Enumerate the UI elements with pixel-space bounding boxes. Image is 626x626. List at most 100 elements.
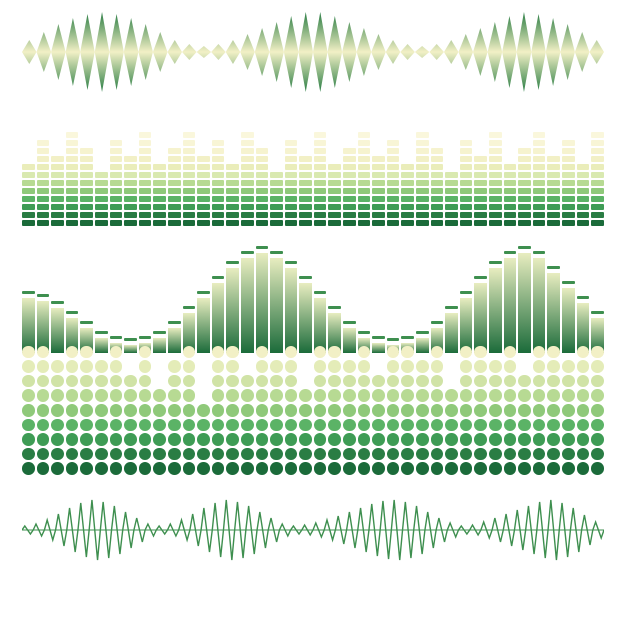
eq-cell xyxy=(226,212,239,218)
dot-cell xyxy=(95,404,108,417)
eq-cell xyxy=(518,220,531,226)
dot-column xyxy=(445,389,458,475)
eq-cell xyxy=(314,172,327,178)
bar xyxy=(124,345,137,353)
dot-cell xyxy=(358,448,371,461)
eq-cell xyxy=(504,220,517,226)
eq-cell xyxy=(372,172,385,178)
eq-cell xyxy=(299,220,312,226)
eq-column xyxy=(358,132,371,226)
dot-cell xyxy=(445,433,458,446)
bar-cap xyxy=(431,321,444,324)
eq-cell xyxy=(197,188,210,194)
dot-cell xyxy=(299,462,312,475)
dot-cell xyxy=(518,375,531,388)
dot-cell xyxy=(460,448,473,461)
dot-cell xyxy=(562,433,575,446)
dot-cell xyxy=(153,448,166,461)
eq-cell xyxy=(22,204,35,210)
dot-cell xyxy=(168,419,181,432)
dot-cell xyxy=(314,404,327,417)
bar xyxy=(241,258,254,353)
eq-cell xyxy=(110,188,123,194)
dot-cell xyxy=(431,448,444,461)
eq-cell xyxy=(168,188,181,194)
dot-cell xyxy=(212,419,225,432)
eq-cell xyxy=(401,204,414,210)
dot-cell xyxy=(241,462,254,475)
eq-cell xyxy=(241,156,254,162)
eq-cell xyxy=(270,172,283,178)
dot-cell xyxy=(168,462,181,475)
dot-cell xyxy=(328,419,341,432)
eq-cell xyxy=(314,156,327,162)
eq-cell xyxy=(533,196,546,202)
eq-cell xyxy=(256,212,269,218)
eq-cell xyxy=(489,164,502,170)
eq-cell xyxy=(37,212,50,218)
eq-cell xyxy=(168,220,181,226)
eq-cell xyxy=(153,188,166,194)
eq-cell xyxy=(153,196,166,202)
eq-cell xyxy=(416,204,429,210)
eq-column xyxy=(270,172,283,226)
dot-cell xyxy=(95,419,108,432)
dot-cell xyxy=(328,448,341,461)
eq-cell xyxy=(66,172,79,178)
eq-cell xyxy=(95,196,108,202)
eq-cell xyxy=(285,164,298,170)
bar-cap xyxy=(474,276,487,279)
eq-cell xyxy=(460,188,473,194)
dot-cell xyxy=(241,389,254,402)
bar-column xyxy=(51,301,64,353)
eq-cell xyxy=(358,140,371,146)
dot-cell xyxy=(37,360,50,373)
dot-cell xyxy=(37,433,50,446)
dot-cell xyxy=(95,375,108,388)
eq-cell xyxy=(95,188,108,194)
dot-cell xyxy=(474,346,487,359)
dot-cell xyxy=(226,404,239,417)
bar xyxy=(212,283,225,353)
eq-cell xyxy=(387,188,400,194)
dot-cell xyxy=(577,433,590,446)
eq-cell xyxy=(197,204,210,210)
dot-cell xyxy=(343,419,356,432)
bar xyxy=(533,258,546,353)
dot-cell xyxy=(445,462,458,475)
eq-cell xyxy=(416,148,429,154)
eq-cell xyxy=(270,204,283,210)
bar-cap xyxy=(226,261,239,264)
eq-cell xyxy=(533,140,546,146)
dot-cell xyxy=(51,404,64,417)
dot-cell xyxy=(401,462,414,475)
eq-cell xyxy=(460,220,473,226)
dot-cell xyxy=(401,448,414,461)
eq-cell xyxy=(110,172,123,178)
dot-cell xyxy=(110,389,123,402)
dot-cell xyxy=(460,419,473,432)
bar-column xyxy=(95,331,108,353)
dot-cell xyxy=(328,462,341,475)
eq-cell xyxy=(489,220,502,226)
dot-column xyxy=(66,346,79,475)
eq-column xyxy=(197,156,210,226)
dot-cell xyxy=(343,404,356,417)
bar-cap xyxy=(80,321,93,324)
eq-cell xyxy=(474,212,487,218)
dot-cell xyxy=(474,419,487,432)
dot-cell xyxy=(212,375,225,388)
eq-cell xyxy=(591,204,604,210)
dot-cell xyxy=(518,462,531,475)
eq-cell xyxy=(547,164,560,170)
eq-cell xyxy=(591,132,604,138)
eq-cell xyxy=(577,220,590,226)
dot-cell xyxy=(445,448,458,461)
dot-column xyxy=(474,346,487,475)
eq-cell xyxy=(577,196,590,202)
dot-column xyxy=(139,346,152,475)
bar-cap xyxy=(387,338,400,341)
eq-cell xyxy=(460,164,473,170)
eq-column xyxy=(577,164,590,226)
dot-column xyxy=(372,375,385,475)
